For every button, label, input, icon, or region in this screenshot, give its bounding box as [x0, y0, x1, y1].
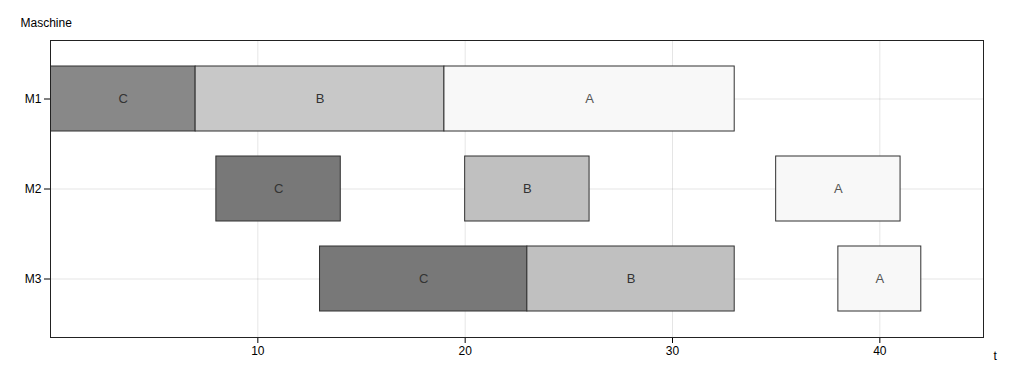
svg-text:t: t: [994, 349, 998, 363]
svg-text:C: C: [274, 181, 283, 196]
svg-text:A: A: [834, 181, 843, 196]
svg-text:B: B: [627, 271, 636, 286]
svg-text:B: B: [523, 181, 532, 196]
svg-text:30: 30: [666, 344, 680, 358]
svg-text:A: A: [585, 91, 594, 106]
svg-text:M2: M2: [25, 182, 42, 196]
svg-text:10: 10: [251, 344, 265, 358]
svg-text:A: A: [875, 271, 884, 286]
svg-text:M3: M3: [25, 272, 42, 286]
svg-text:C: C: [118, 91, 127, 106]
svg-text:B: B: [316, 91, 325, 106]
svg-text:40: 40: [873, 344, 887, 358]
svg-text:20: 20: [458, 344, 472, 358]
svg-text:Maschine: Maschine: [21, 16, 73, 30]
svg-text:M1: M1: [25, 92, 42, 106]
svg-text:C: C: [419, 271, 428, 286]
